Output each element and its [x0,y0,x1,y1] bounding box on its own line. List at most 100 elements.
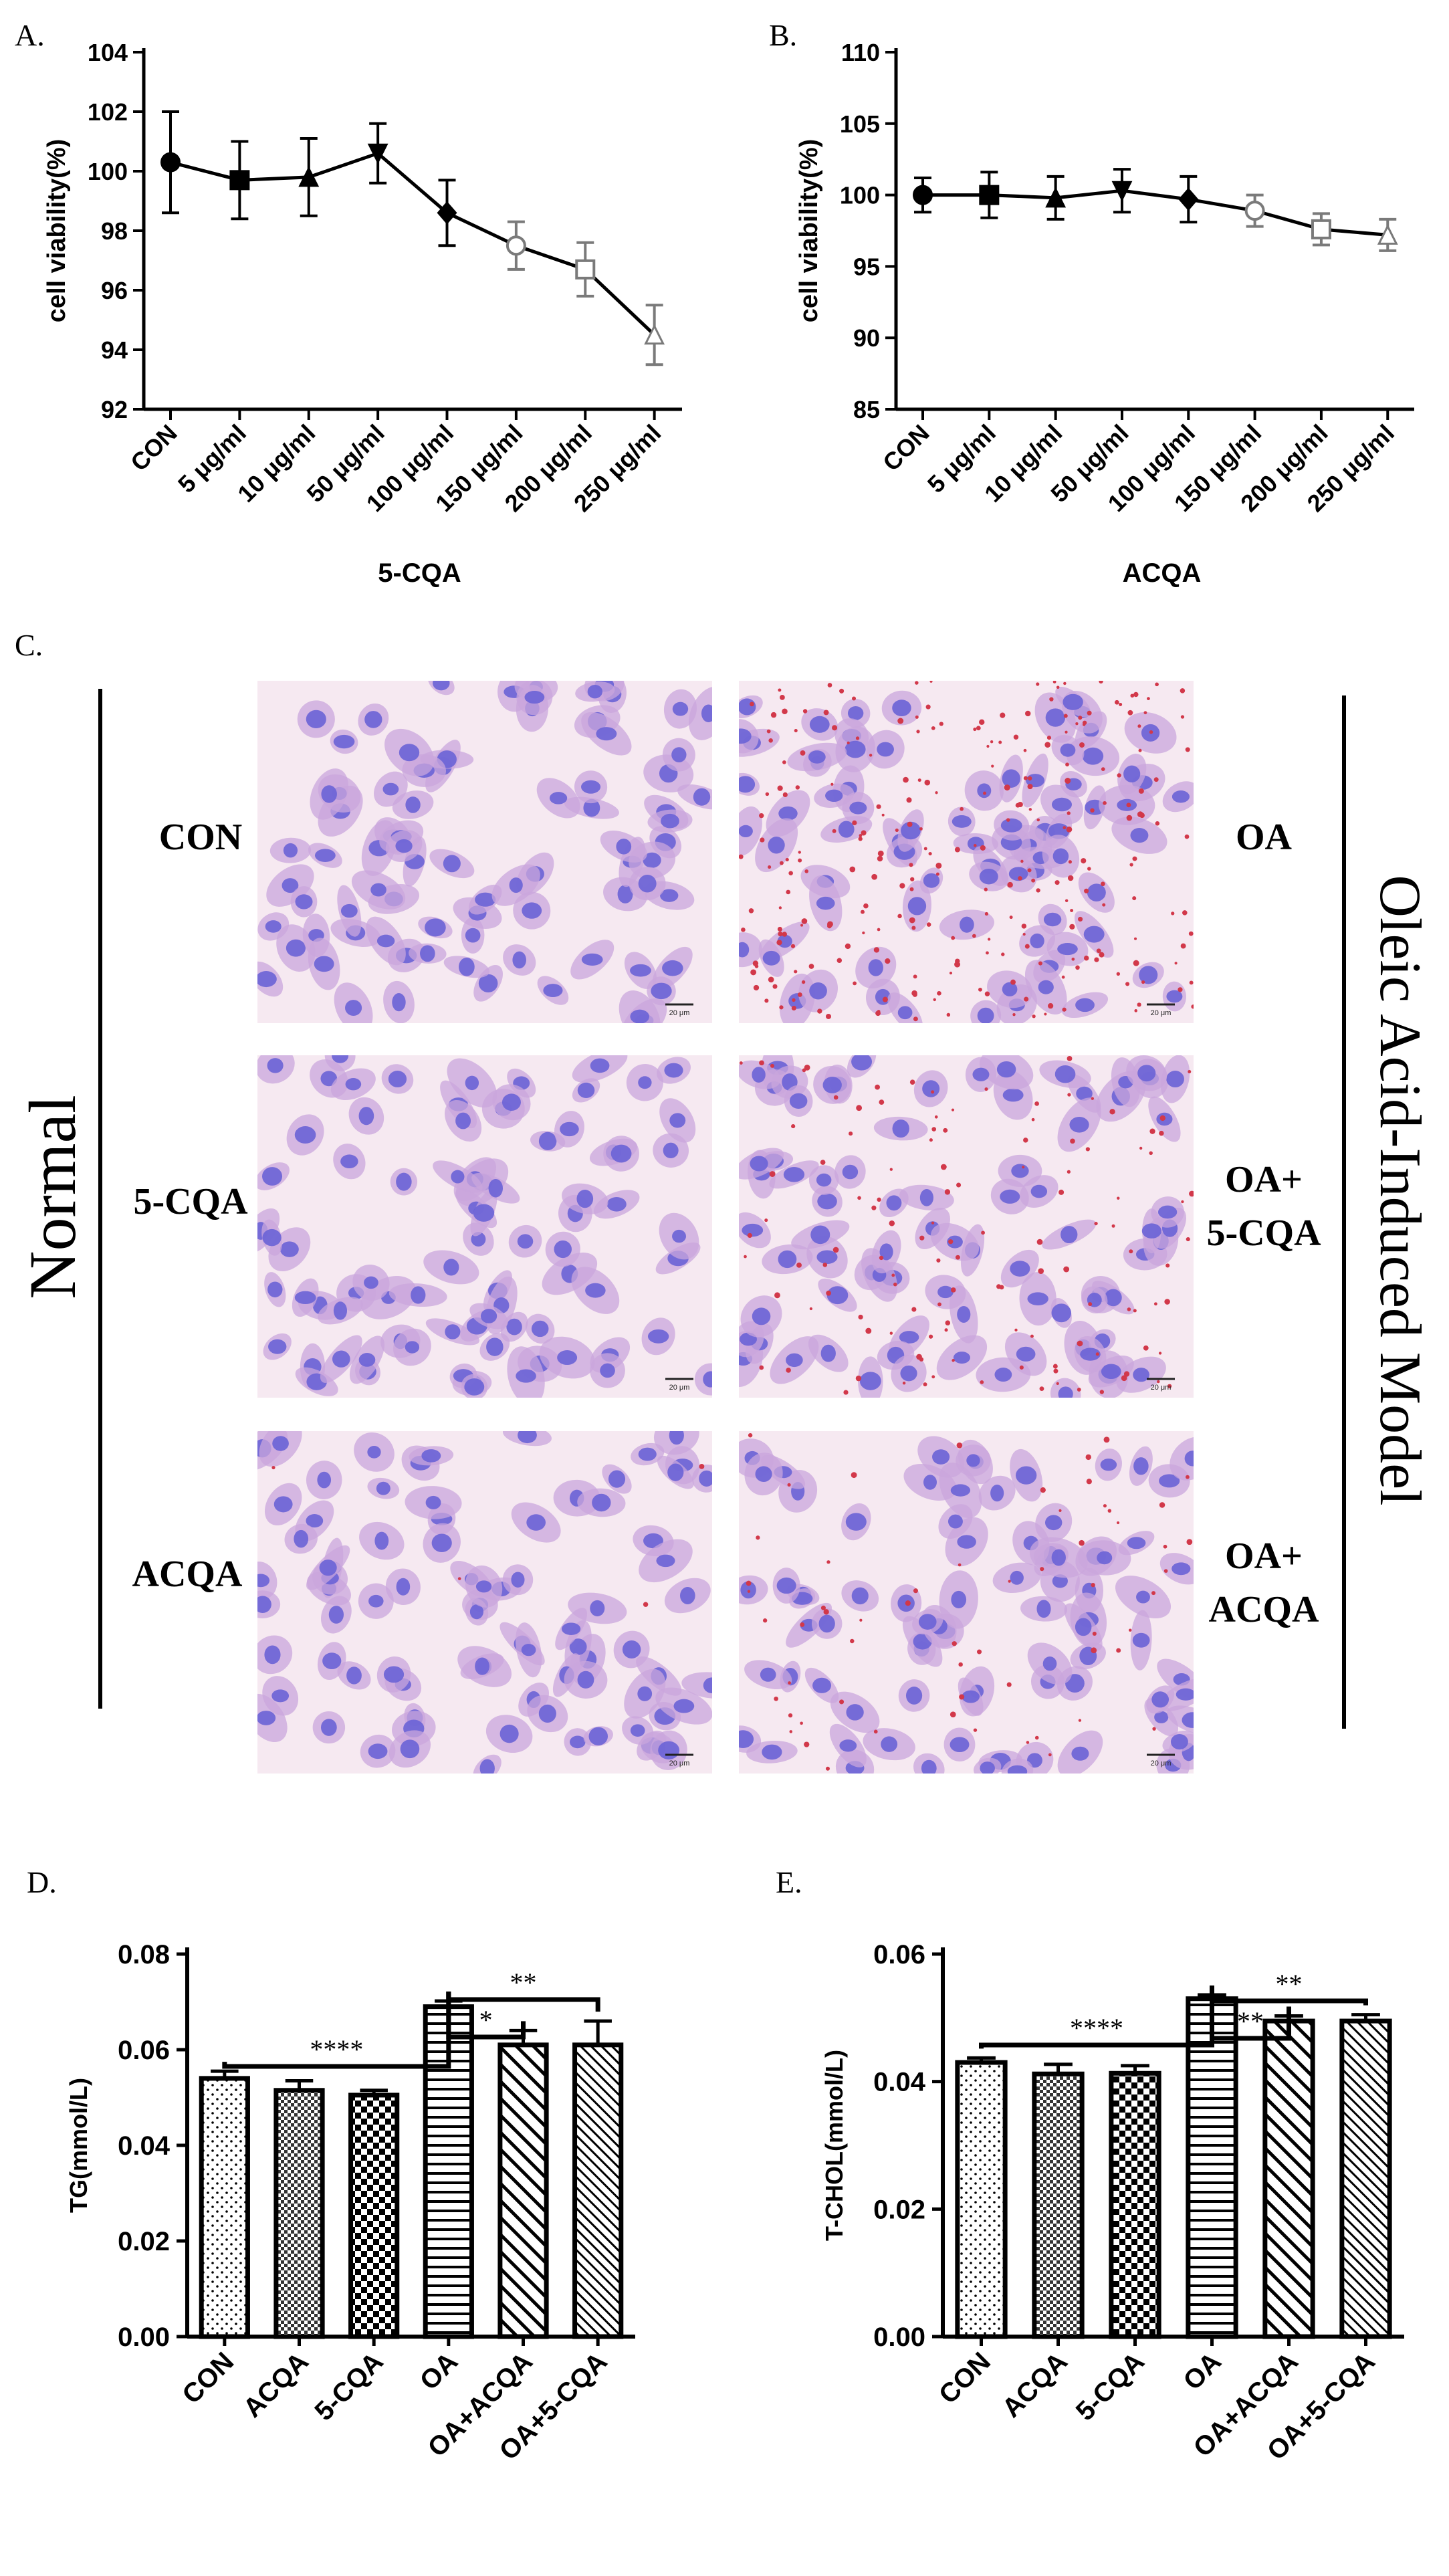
lipid-droplet [976,726,981,731]
panel-label-e: E. [776,1865,802,1899]
lipid-droplet [952,1641,957,1646]
lipid-droplet [899,883,905,889]
lipid-droplet [826,1560,830,1564]
lipid-droplet [1116,972,1121,976]
lipid-droplet [823,1609,829,1615]
nucleus [809,716,830,733]
lipid-droplet [1086,1479,1092,1485]
nucleus [1083,926,1105,943]
lipid-droplet [863,903,869,909]
nucleus [892,1119,909,1138]
lipid-droplet [1024,996,1029,1002]
lipid-droplet [959,1694,965,1700]
lipid-droplet [916,730,920,734]
lipid-droplet [801,918,808,924]
nucleus [345,1078,362,1091]
lipid-droplet [1061,975,1065,979]
lipid-droplet [906,797,912,803]
nucleus [486,1337,504,1356]
nucleus [962,1690,980,1703]
nucleus [1038,980,1054,994]
lipid-droplet [778,688,782,692]
nucleus [608,1470,626,1488]
nucleus [638,1447,657,1461]
lipid-droplet [1189,1190,1194,1197]
nucleus [783,1167,805,1182]
lipid-droplet [1052,1364,1058,1369]
nucleus [271,1689,290,1703]
x-tick-label: ACQA [237,2347,314,2423]
lipid-droplet [794,728,798,733]
lipid-droplet [1069,924,1075,930]
lipid-droplet [1067,1055,1073,1061]
lipid-droplet [1062,1007,1067,1012]
lipid-droplet [1099,952,1105,958]
nucleus [314,956,334,972]
nucleus [662,960,683,976]
nucleus [755,1466,772,1482]
lipid-droplet [1020,859,1024,863]
x-tick-label: 5-CQA [309,2347,388,2426]
nucleus [420,945,435,962]
nucleus [842,1164,859,1180]
nucleus [1100,1459,1117,1471]
lipid-droplet [858,1314,863,1320]
nucleus [1030,1184,1048,1198]
lipid-droplet [958,1662,963,1667]
row-label-5cqa: 5-CQA [133,1181,248,1222]
lipid-droplet [1101,881,1105,887]
lipid-droplet [1186,1475,1190,1479]
lipid-droplet [750,702,754,707]
nucleus [637,1686,653,1701]
lipid-droplet [798,858,802,863]
y-tick-label: 102 [88,98,128,126]
nucleus [699,1470,712,1487]
nucleus [590,1600,605,1616]
lipid-droplet [768,865,772,869]
lipid-droplet [861,830,867,836]
lipid-droplet [822,1263,828,1267]
lipid-droplet [791,1005,796,1011]
lipid-droplet [802,1068,806,1073]
lipid-droplet [1091,1647,1097,1654]
lipid-droplet [699,1463,705,1469]
lipid-droplet [839,688,845,693]
lipid-droplet [1058,1189,1065,1195]
nucleus [522,902,542,919]
lipid-droplet [1008,1580,1011,1583]
nucleus [475,1580,492,1593]
nucleus [585,1283,606,1298]
lipid-droplet [926,922,931,927]
lipid-droplet [794,970,798,974]
nucleus [267,1281,283,1298]
nucleus [569,1638,587,1655]
lipid-droplet [788,1713,793,1718]
nucleus [464,1378,485,1396]
lipid-droplet [1044,1012,1047,1016]
lipid-droplet [875,1084,881,1090]
lipid-droplet [876,804,881,809]
nucleus [1002,982,1018,996]
nucleus [812,1677,832,1693]
nucleus [739,776,756,793]
lipid-droplet [820,1605,826,1610]
significance-label: **** [310,2034,363,2064]
lipid-droplet [1028,808,1032,811]
nucleus [272,1436,289,1451]
lipid-droplet [1185,747,1190,752]
x-tick-label: OA [1178,2347,1227,2396]
micrograph-oa: 20 μm [739,681,1194,1023]
nucleus [739,728,752,744]
normal-group-label: Normal [15,1095,90,1299]
lipid-droplet [1174,962,1178,965]
nucleus [577,1082,595,1098]
lipid-droplet [1040,1567,1044,1572]
nucleus [960,916,974,933]
nucleus [1063,693,1083,710]
nucleus [647,1329,669,1344]
lipid-droplet [790,944,796,948]
nucleus [919,1189,933,1206]
nucleus [1166,1071,1184,1088]
nucleus [1123,765,1141,782]
nucleus [849,801,867,815]
